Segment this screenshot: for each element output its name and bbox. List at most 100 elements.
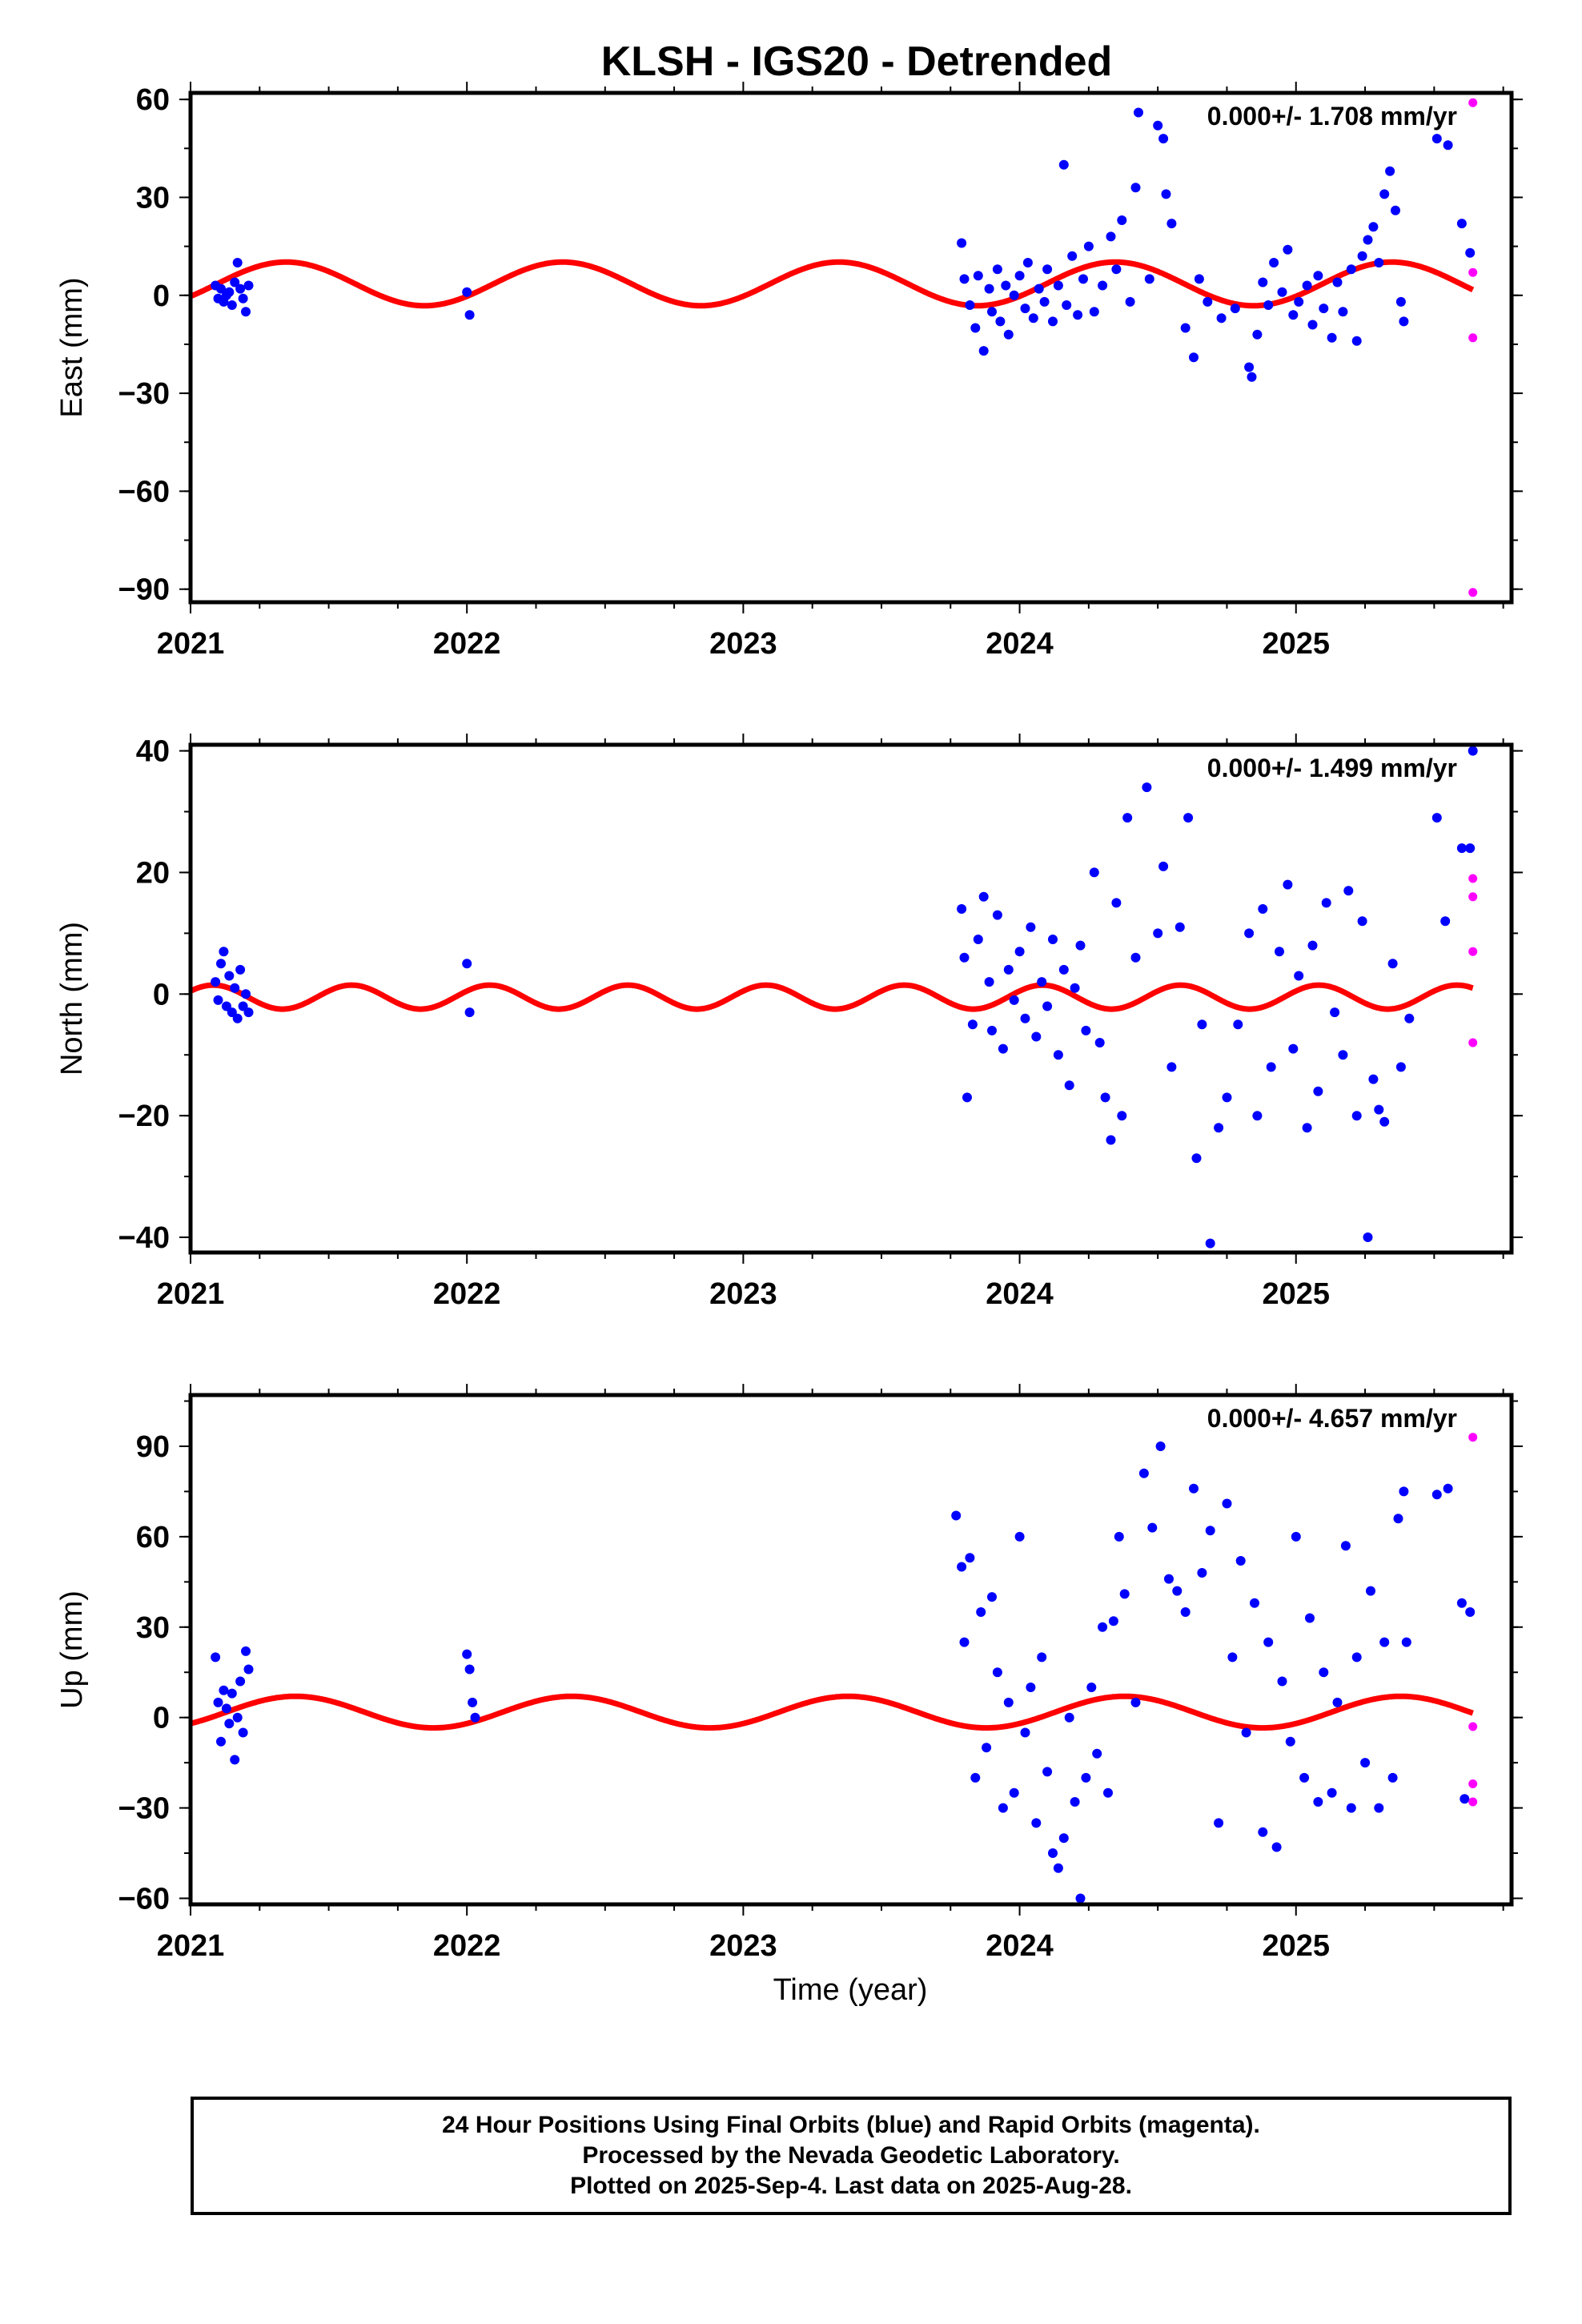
final-orbit-point <box>1391 205 1400 215</box>
footer-line-orbits: 24 Hour Positions Using Final Orbits (bl… <box>442 2112 1260 2138</box>
final-orbit-point <box>1294 296 1304 307</box>
final-orbit-point <box>1302 280 1312 291</box>
final-orbit-point <box>1291 1531 1301 1542</box>
y-tick-label: 30 <box>136 181 170 215</box>
final-orbit-point <box>1283 879 1293 890</box>
final-orbit-point <box>1161 189 1171 199</box>
final-orbit-point <box>1357 251 1367 261</box>
final-orbit-point <box>1103 1787 1113 1798</box>
final-orbit-point <box>470 1712 480 1723</box>
final-orbit-point <box>1164 1574 1174 1584</box>
final-orbit-point <box>1460 1794 1470 1804</box>
final-orbit-point <box>1183 813 1194 823</box>
final-orbit-point <box>1111 898 1122 908</box>
final-orbit-point <box>1307 940 1318 951</box>
final-orbit-point <box>1387 1772 1398 1783</box>
y-tick-label: −40 <box>118 1221 170 1255</box>
final-orbit-point <box>1053 1050 1063 1060</box>
final-orbit-point <box>1058 159 1069 170</box>
final-orbit-point <box>1374 258 1384 267</box>
final-orbit-point <box>1244 362 1255 372</box>
final-orbit-point <box>1147 1522 1158 1533</box>
final-orbit-point <box>1330 1007 1340 1018</box>
final-orbit-point <box>464 1664 475 1675</box>
y-tick-label: −60 <box>118 475 170 509</box>
final-orbit-point <box>235 283 246 294</box>
final-orbit-point <box>1094 1038 1105 1047</box>
final-orbit-point <box>1166 1062 1177 1072</box>
final-orbit-point <box>967 1019 978 1030</box>
final-orbit-point <box>1042 1001 1053 1011</box>
final-orbit-point <box>1117 215 1127 225</box>
final-orbit-point <box>462 1649 472 1659</box>
final-orbit-point <box>1189 352 1199 363</box>
final-orbit-point <box>1302 1123 1312 1133</box>
final-orbit-point <box>211 1652 221 1663</box>
y-tick-label: −30 <box>118 377 170 411</box>
final-orbit-point <box>965 300 975 310</box>
final-orbit-point <box>213 1697 223 1707</box>
final-orbit-point <box>464 1007 475 1018</box>
final-orbit-point <box>1332 277 1343 287</box>
final-orbit-point <box>1205 1526 1215 1536</box>
final-orbit-point <box>992 910 1002 920</box>
y-tick-label: 0 <box>153 978 170 1011</box>
final-orbit-point <box>962 1092 972 1103</box>
final-orbit-point <box>1385 166 1395 176</box>
final-orbit-point <box>1252 1111 1263 1121</box>
footer-info-box: 24 Hour Positions Using Final Orbits (bl… <box>191 2097 1512 2215</box>
final-orbit-point <box>1134 107 1143 118</box>
final-orbit-point <box>462 959 472 969</box>
final-orbit-point <box>1288 1043 1299 1054</box>
final-orbit-point <box>1338 1050 1348 1060</box>
plot-frame <box>188 742 1514 1255</box>
final-orbit-point <box>1142 782 1152 793</box>
final-orbit-point <box>1379 1637 1390 1647</box>
y-tick-label: 40 <box>136 735 170 769</box>
final-orbit-point <box>1089 867 1099 878</box>
final-orbit-point <box>1258 904 1268 914</box>
final-orbit-point <box>1285 1736 1295 1747</box>
final-orbit-point <box>1064 1712 1074 1723</box>
final-orbit-point <box>1271 1842 1282 1852</box>
final-orbit-point <box>1155 1441 1166 1451</box>
final-orbit-point <box>1313 1797 1323 1807</box>
seasonal-model-line <box>191 982 1474 1012</box>
final-orbit-point <box>1294 971 1304 981</box>
final-orbit-point <box>973 935 983 944</box>
final-orbit-point <box>1130 183 1141 193</box>
x-tick-label: 2024 <box>986 627 1054 661</box>
final-orbit-point <box>1026 922 1036 932</box>
final-orbit-point <box>1443 140 1453 151</box>
final-orbit-point <box>1078 274 1088 284</box>
final-orbit-point <box>998 1043 1008 1054</box>
final-orbit-point <box>462 287 472 297</box>
final-orbit-point <box>1351 1652 1362 1663</box>
final-orbit-point <box>1351 336 1362 346</box>
final-orbit-point <box>243 280 254 291</box>
final-orbit-point <box>1387 959 1398 969</box>
x-tick-label: 2021 <box>157 1277 225 1311</box>
final-orbit-point <box>1343 886 1354 896</box>
final-orbit-point <box>1144 274 1154 284</box>
final-orbit-point <box>984 977 994 987</box>
final-orbit-point <box>1022 258 1033 267</box>
y-tick-label: −20 <box>118 1100 170 1133</box>
final-orbit-point <box>1374 1104 1384 1115</box>
plot-frame <box>188 90 1514 605</box>
final-orbit-point <box>959 952 970 963</box>
final-orbit-point <box>1368 222 1379 232</box>
final-orbit-point <box>1456 843 1467 854</box>
final-orbit-point <box>992 264 1002 275</box>
final-orbit-point <box>992 1667 1002 1678</box>
final-orbit-point <box>1227 1652 1238 1663</box>
final-orbit-point <box>1368 1074 1379 1084</box>
final-orbit-point <box>970 1772 981 1783</box>
rapid-orbit-point <box>1468 1797 1478 1807</box>
final-orbit-point <box>216 1736 226 1747</box>
final-orbit-point <box>1075 1893 1086 1904</box>
final-orbit-point <box>468 1697 478 1707</box>
final-orbit-point <box>1194 274 1204 284</box>
final-orbit-point <box>1465 247 1476 258</box>
